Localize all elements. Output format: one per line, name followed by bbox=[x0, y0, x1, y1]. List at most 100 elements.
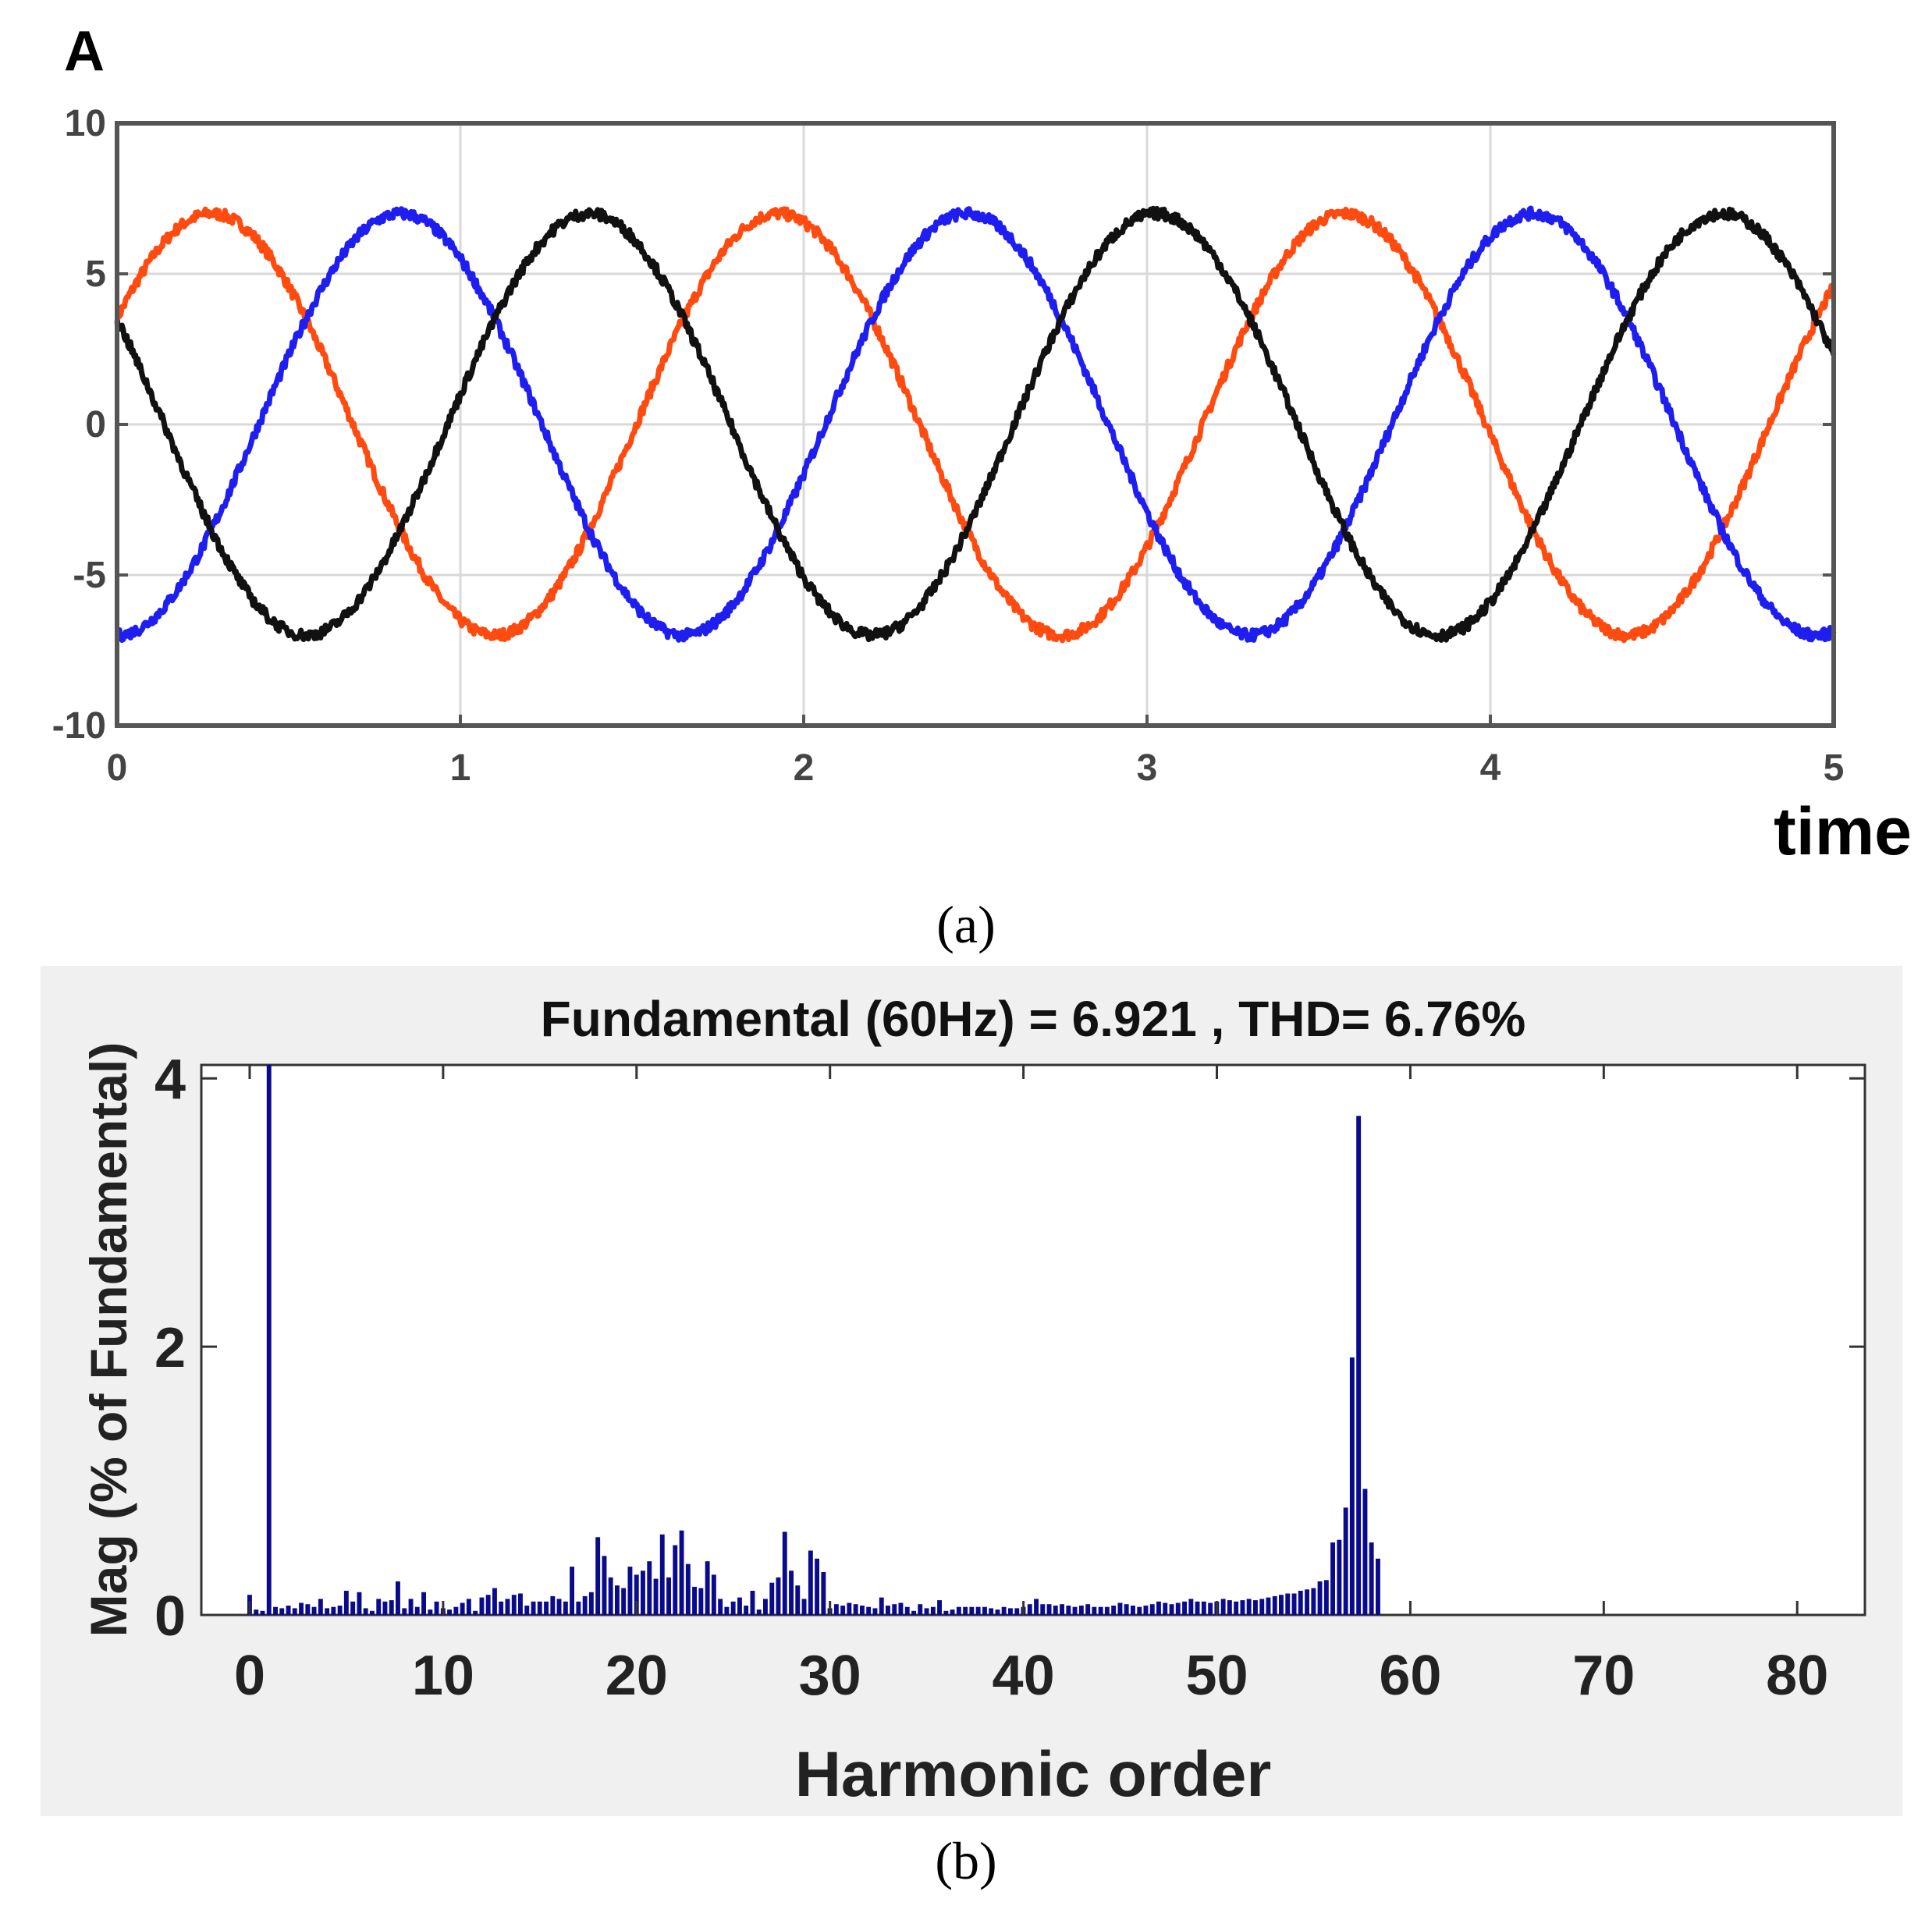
panel-b-bar bbox=[730, 1601, 736, 1615]
panel-b-bar bbox=[608, 1577, 613, 1615]
panel-b-bar bbox=[1014, 1608, 1020, 1615]
panel-b-bar bbox=[1072, 1606, 1078, 1615]
panel-b-bar bbox=[886, 1606, 890, 1615]
panel-b-bar bbox=[1330, 1542, 1335, 1615]
panel-b-bar bbox=[479, 1597, 485, 1615]
panel-b-bar bbox=[311, 1606, 317, 1615]
panel-b-bar bbox=[718, 1599, 723, 1615]
panel-a-y-tick-label: -10 bbox=[52, 705, 106, 747]
panel-b-bar bbox=[950, 1609, 955, 1615]
panel-b-bar bbox=[1104, 1606, 1110, 1615]
panel-b-y-ticks: 0 2 4 bbox=[154, 1049, 1865, 1648]
panel-b-bar bbox=[615, 1585, 620, 1615]
panel-b-bar bbox=[473, 1610, 478, 1615]
panel-b-bar bbox=[499, 1601, 504, 1615]
panel-b-bar bbox=[1137, 1606, 1142, 1615]
panel-b-bar bbox=[305, 1604, 311, 1615]
panel-b-bar bbox=[518, 1593, 523, 1615]
panel-b: Fundamental (60Hz) = 6.921 , THD= 6.76% … bbox=[41, 966, 1902, 1890]
panel-a-x-ticks: 0 1 2 3 4 5 bbox=[107, 715, 1844, 789]
panel-b-bar bbox=[402, 1608, 407, 1615]
panel-b-bar bbox=[685, 1563, 691, 1615]
panel-b-bar bbox=[279, 1608, 285, 1615]
panel-b-bar bbox=[1053, 1606, 1058, 1615]
panel-b-bar bbox=[1240, 1600, 1245, 1615]
panel-b-caption: (b) bbox=[935, 1831, 996, 1890]
panel-b-bar bbox=[531, 1601, 536, 1615]
panel-b-bar bbox=[821, 1572, 826, 1615]
panel-b-bar bbox=[511, 1595, 517, 1615]
panel-b-bar bbox=[975, 1606, 981, 1615]
panel-b-bars bbox=[247, 1065, 1380, 1615]
panel-b-bar bbox=[1253, 1600, 1258, 1615]
panel-b-bar bbox=[292, 1608, 297, 1615]
panel-b-bar bbox=[995, 1609, 1000, 1615]
panel-a-y-tick-label: 10 bbox=[65, 103, 106, 144]
panel-b-bar bbox=[286, 1606, 291, 1615]
panel-b-bar bbox=[434, 1601, 439, 1615]
panel-b-bar bbox=[1220, 1599, 1226, 1615]
panel-b-title: Fundamental (60Hz) = 6.921 , THD= 6.76% bbox=[541, 991, 1526, 1047]
panel-b-bar bbox=[266, 1065, 272, 1615]
panel-b-bar bbox=[989, 1608, 994, 1615]
panel-b-bar bbox=[588, 1592, 594, 1615]
panel-b-bar bbox=[1201, 1601, 1206, 1615]
panel-a-y-tick-label: 5 bbox=[85, 254, 106, 295]
panel-b-bar bbox=[396, 1581, 400, 1615]
panel-a-x-tick-label: 4 bbox=[1480, 747, 1501, 789]
panel-a-series-phase-b bbox=[114, 205, 1837, 643]
panel-b-bar bbox=[627, 1567, 633, 1615]
panel-b-bar bbox=[414, 1606, 420, 1615]
panel-a-x-tick-label: 2 bbox=[794, 747, 815, 789]
panel-b-bar bbox=[1311, 1588, 1316, 1615]
panel-b-bar bbox=[724, 1606, 730, 1615]
panel-b-x-tick-label: 40 bbox=[993, 1645, 1055, 1707]
panel-a-caption: (a) bbox=[936, 895, 995, 954]
panel-b-bar bbox=[1001, 1606, 1007, 1615]
panel-b-bar bbox=[744, 1606, 749, 1615]
panel-b-bar bbox=[1305, 1589, 1309, 1615]
panel-b-bar bbox=[466, 1599, 471, 1615]
panel-b-bar bbox=[382, 1601, 388, 1615]
panel-b-bar bbox=[563, 1601, 568, 1615]
panel-b-bar bbox=[737, 1597, 742, 1615]
panel-b-bar bbox=[1356, 1116, 1362, 1615]
panel-b-bar bbox=[1279, 1595, 1284, 1615]
panel-b-bar bbox=[937, 1600, 942, 1615]
panel-a-series-phase-c bbox=[114, 205, 1837, 643]
panel-b-bar bbox=[969, 1606, 975, 1615]
panel-b-bar bbox=[659, 1534, 665, 1615]
panel-b-bar bbox=[350, 1601, 356, 1615]
panel-b-plot-area bbox=[200, 1063, 1866, 1617]
panel-a-x-tick-label: 3 bbox=[1137, 747, 1158, 789]
panel-b-bar bbox=[325, 1608, 330, 1615]
panel-b-bar bbox=[357, 1592, 362, 1615]
panel-a-y-tick-label: -5 bbox=[73, 555, 106, 596]
panel-b-bar bbox=[943, 1610, 949, 1615]
panel-b-bar bbox=[1266, 1597, 1271, 1615]
panel-b-y-tick-label: 0 bbox=[154, 1585, 186, 1648]
panel-a-series-phase-a bbox=[114, 206, 1837, 644]
panel-b-bar bbox=[879, 1597, 884, 1615]
panel-b-bar bbox=[570, 1567, 574, 1615]
panel-b-bar bbox=[1034, 1599, 1039, 1615]
panel-b-bar bbox=[1285, 1593, 1291, 1615]
panel-b-bar bbox=[331, 1606, 336, 1615]
panel-b-bar bbox=[1175, 1602, 1181, 1615]
panel-a-x-axis-label: time bbox=[1774, 794, 1912, 869]
panel-b-bar bbox=[428, 1609, 433, 1615]
panel-b-x-tick-label: 50 bbox=[1185, 1645, 1248, 1707]
panel-b-bar bbox=[853, 1604, 858, 1615]
panel-b-x-tick-label: 20 bbox=[606, 1645, 668, 1707]
panel-b-bar bbox=[647, 1561, 652, 1615]
panel-b-bar bbox=[756, 1609, 762, 1615]
panel-b-bar bbox=[698, 1588, 704, 1615]
panel-b-bar bbox=[1117, 1602, 1123, 1615]
panel-b-bar bbox=[1169, 1604, 1174, 1615]
panel-b-bar bbox=[1369, 1542, 1374, 1615]
panel-b-bar bbox=[1156, 1601, 1161, 1615]
panel-b-bar bbox=[1234, 1601, 1239, 1615]
panel-b-bar bbox=[795, 1585, 801, 1615]
panel-b-bar bbox=[808, 1550, 813, 1615]
